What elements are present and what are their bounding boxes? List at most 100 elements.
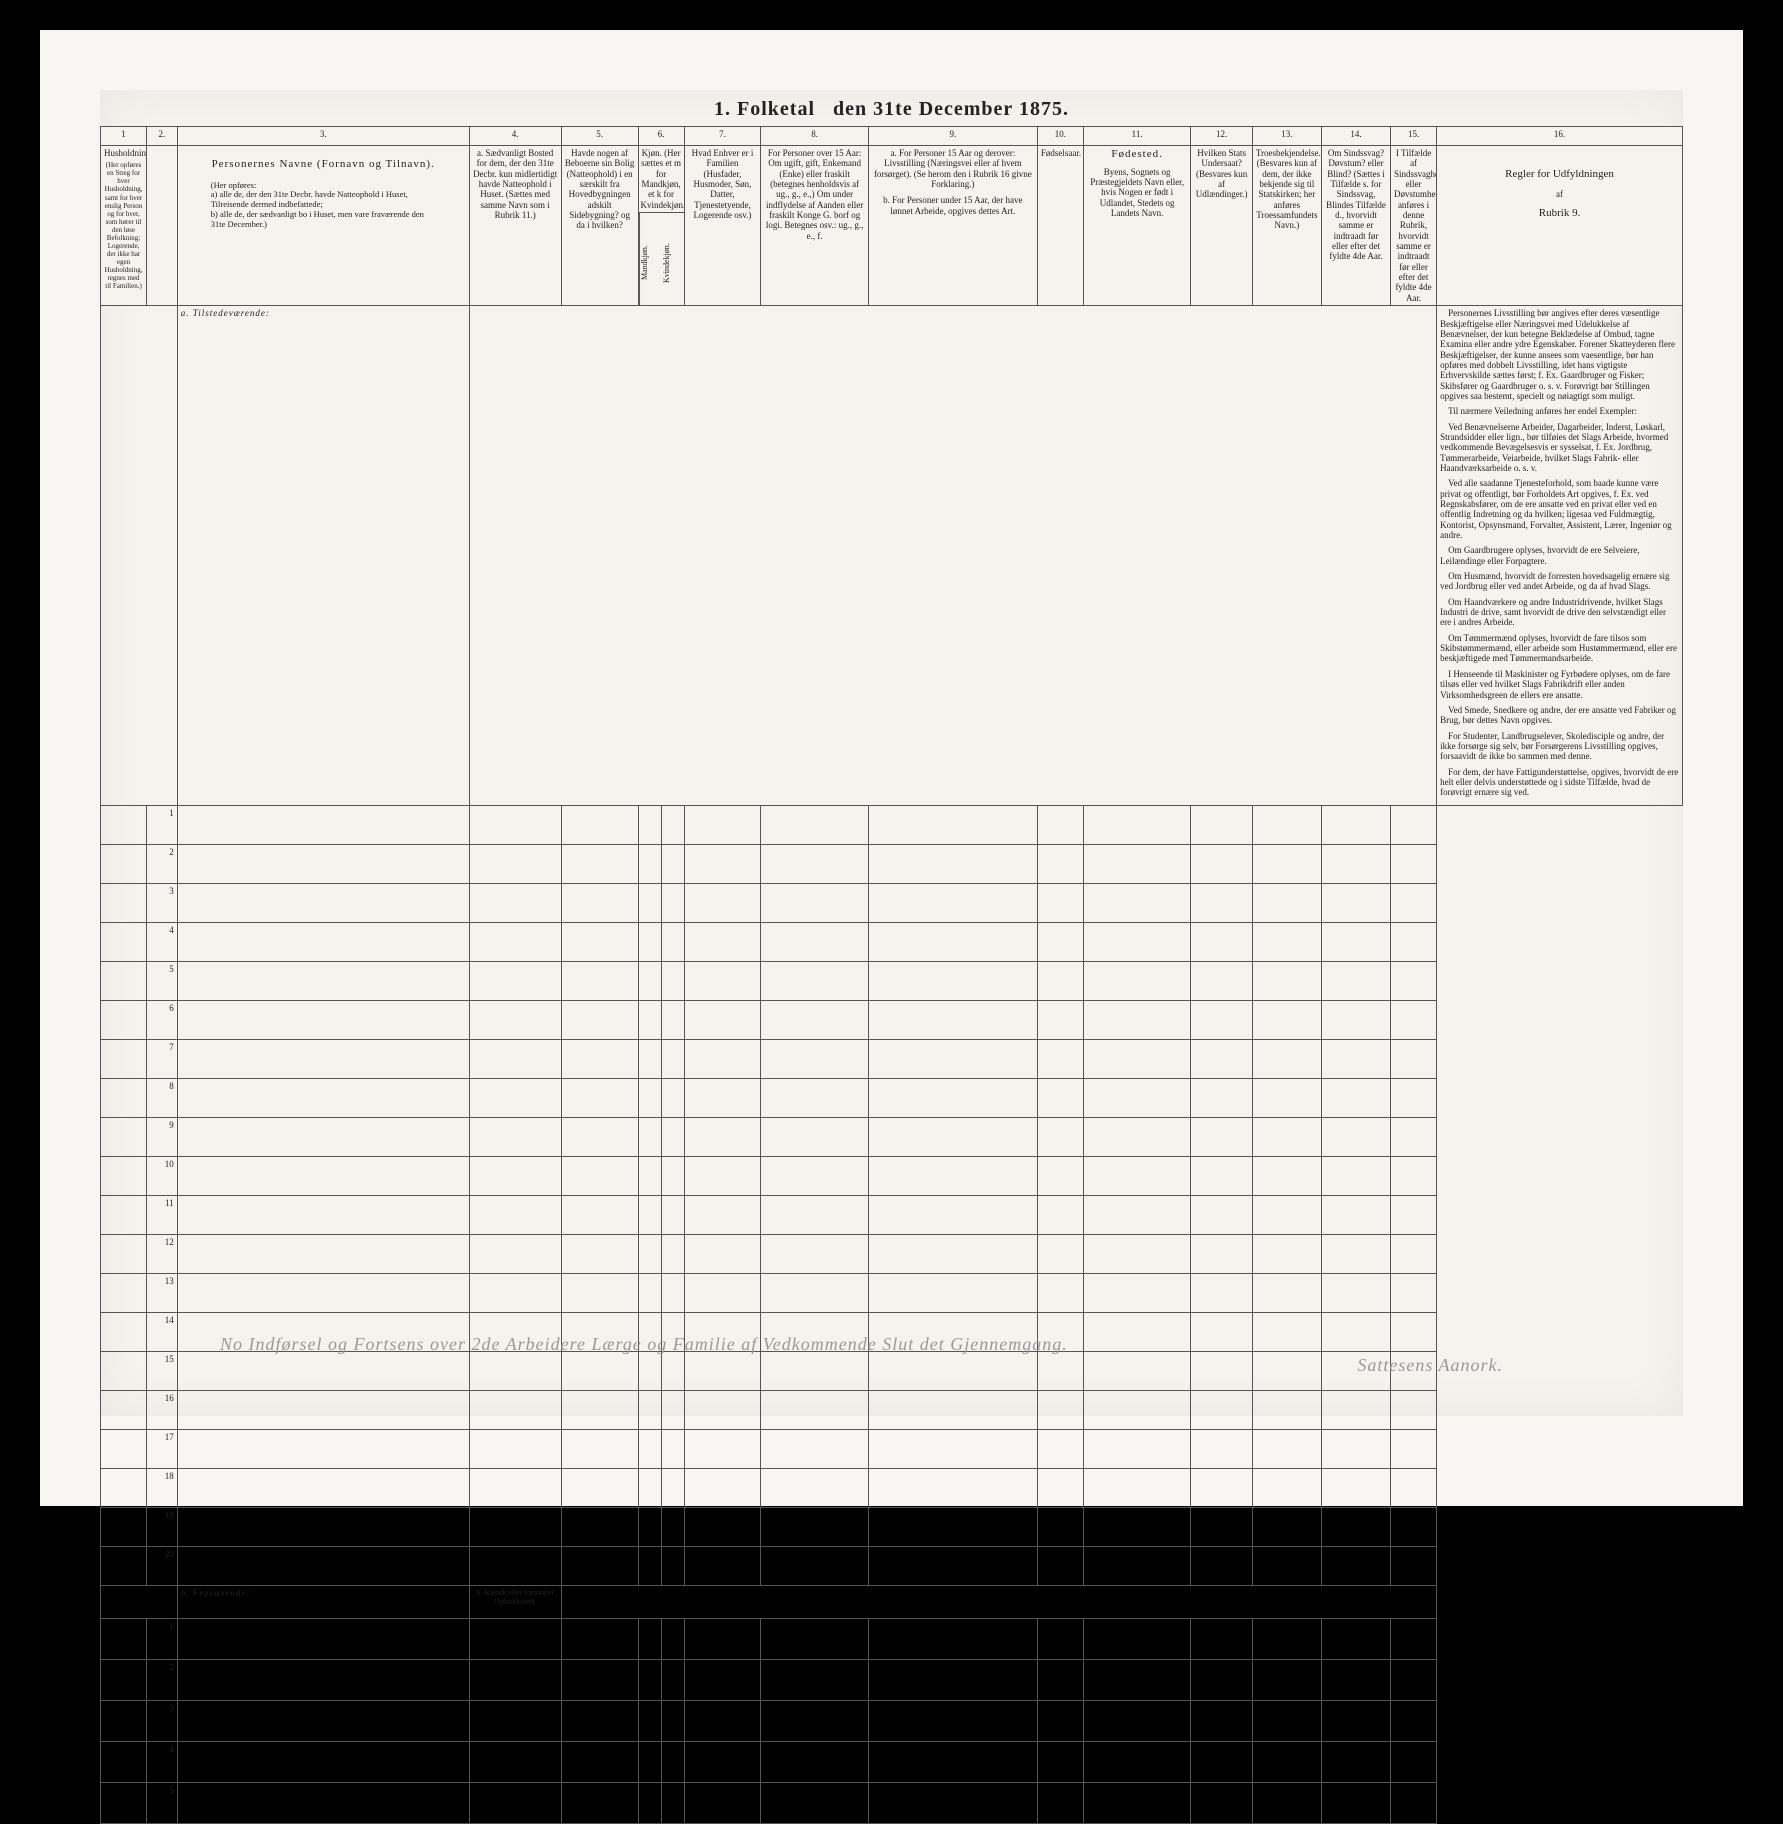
colnum-1: 1 xyxy=(101,127,147,146)
empty-cell xyxy=(1191,922,1252,961)
colnum-6: 6. xyxy=(638,127,684,146)
section-b-row: b. Fraværende: b. Kjendt eller formodet … xyxy=(101,1585,1683,1618)
empty-cell xyxy=(638,805,661,844)
head-10: Fødselsaar. xyxy=(1037,146,1083,306)
empty-cell xyxy=(1321,805,1390,844)
empty-cell xyxy=(177,1156,469,1195)
table-row: 10 xyxy=(101,1156,1683,1195)
footer-handwriting: No Indførsel og Fortsens over 2de Arbeid… xyxy=(220,1334,1563,1376)
head-2 xyxy=(147,146,178,306)
rules-p7: Om Haandværkere og andre Industridrivend… xyxy=(1440,597,1679,628)
empty-cell xyxy=(661,1000,684,1039)
empty-cell xyxy=(561,1618,638,1659)
empty-cell xyxy=(1083,805,1191,844)
empty-cell xyxy=(561,1741,638,1782)
rules-p8: Om Tømmermænd oplyses, hvorvidt de fare … xyxy=(1440,633,1679,664)
row-number: 3 xyxy=(147,1700,178,1741)
empty-cell xyxy=(761,1390,869,1429)
census-table: 1 2. 3. 4. 5. 6. 7. 8. 9. 10. 11. 12. 13… xyxy=(100,126,1683,1824)
empty-cell xyxy=(868,1741,1037,1782)
empty-cell xyxy=(638,1429,661,1468)
empty-cell xyxy=(1321,1468,1390,1507)
empty-cell xyxy=(469,922,561,961)
empty-cell xyxy=(1083,1117,1191,1156)
empty-cell xyxy=(684,1000,761,1039)
empty-cell xyxy=(684,1741,761,1782)
colnum-3: 3. xyxy=(177,127,469,146)
table-row: 5 xyxy=(101,961,1683,1000)
head-9-a: a. For Personer 15 Aar og derover: Livss… xyxy=(872,148,1034,189)
empty-cell xyxy=(1252,1618,1321,1659)
empty-cell xyxy=(1252,1507,1321,1546)
empty-cell xyxy=(101,1468,147,1507)
column-number-row: 1 2. 3. 4. 5. 6. 7. 8. 9. 10. 11. 12. 13… xyxy=(101,127,1683,146)
empty-cell xyxy=(761,844,869,883)
empty-cell xyxy=(1321,961,1390,1000)
empty-cell xyxy=(638,844,661,883)
empty-cell xyxy=(177,1659,469,1700)
table-row: 16 xyxy=(101,1390,1683,1429)
empty-cell xyxy=(868,961,1037,1000)
empty-cell xyxy=(101,1039,147,1078)
empty-cell xyxy=(868,1507,1037,1546)
empty-cell xyxy=(684,1782,761,1823)
empty-cell xyxy=(561,1234,638,1273)
empty-cell xyxy=(1391,1659,1437,1700)
empty-cell xyxy=(868,1273,1037,1312)
empty-cell xyxy=(1083,1273,1191,1312)
empty-cell xyxy=(761,1546,869,1585)
row-number: 4 xyxy=(147,1741,178,1782)
empty-cell xyxy=(561,1117,638,1156)
empty-cell xyxy=(638,1700,661,1741)
empty-cell xyxy=(1391,1741,1437,1782)
empty-cell xyxy=(561,1273,638,1312)
empty-cell xyxy=(1037,844,1083,883)
empty-cell xyxy=(1083,1390,1191,1429)
row-number: 2 xyxy=(147,844,178,883)
empty-cell xyxy=(1321,1700,1390,1741)
empty-cell xyxy=(1252,1468,1321,1507)
empty-cell xyxy=(1391,1546,1437,1585)
empty-cell xyxy=(561,1390,638,1429)
empty-cell xyxy=(868,1468,1037,1507)
header-row: Husholdninger. (Her opføres en Streg for… xyxy=(101,146,1683,306)
empty-cell xyxy=(684,805,761,844)
empty-cell xyxy=(1083,1507,1191,1546)
empty-cell xyxy=(761,1039,869,1078)
empty-cell xyxy=(868,1618,1037,1659)
empty-cell xyxy=(469,1741,561,1782)
head-6-m: Mandkjøn. xyxy=(639,213,662,306)
empty-cell xyxy=(1321,1039,1390,1078)
empty-cell xyxy=(761,1117,869,1156)
head-13: Troesbekjendelse. (Besvares kun af dem, … xyxy=(1252,146,1321,306)
empty-cell xyxy=(469,1507,561,1546)
empty-cell xyxy=(868,1659,1037,1700)
empty-cell xyxy=(469,844,561,883)
empty-cell xyxy=(761,1782,869,1823)
empty-cell xyxy=(177,922,469,961)
empty-cell xyxy=(1321,1156,1390,1195)
head-9: a. For Personer 15 Aar og derover: Livss… xyxy=(868,146,1037,306)
empty-cell xyxy=(661,1234,684,1273)
empty-cell xyxy=(1083,1195,1191,1234)
empty-cell xyxy=(661,844,684,883)
empty-cell xyxy=(638,1117,661,1156)
empty-cell xyxy=(1191,1507,1252,1546)
row-number: 5 xyxy=(147,1782,178,1823)
table-row: 1 xyxy=(101,805,1683,844)
section-a-body: 1234567891011121314151617181920 xyxy=(101,805,1683,1585)
empty-cell xyxy=(1321,844,1390,883)
empty-cell xyxy=(1321,1782,1390,1823)
empty-cell xyxy=(561,844,638,883)
empty-cell xyxy=(1191,1429,1252,1468)
empty-cell xyxy=(1391,883,1437,922)
colnum-5: 5. xyxy=(561,127,638,146)
empty-cell xyxy=(868,1039,1037,1078)
empty-cell xyxy=(469,1117,561,1156)
empty-cell xyxy=(469,1390,561,1429)
empty-cell xyxy=(177,1000,469,1039)
empty-cell xyxy=(101,961,147,1000)
empty-cell xyxy=(1391,1429,1437,1468)
empty-cell xyxy=(177,1741,469,1782)
empty-cell xyxy=(1191,1546,1252,1585)
